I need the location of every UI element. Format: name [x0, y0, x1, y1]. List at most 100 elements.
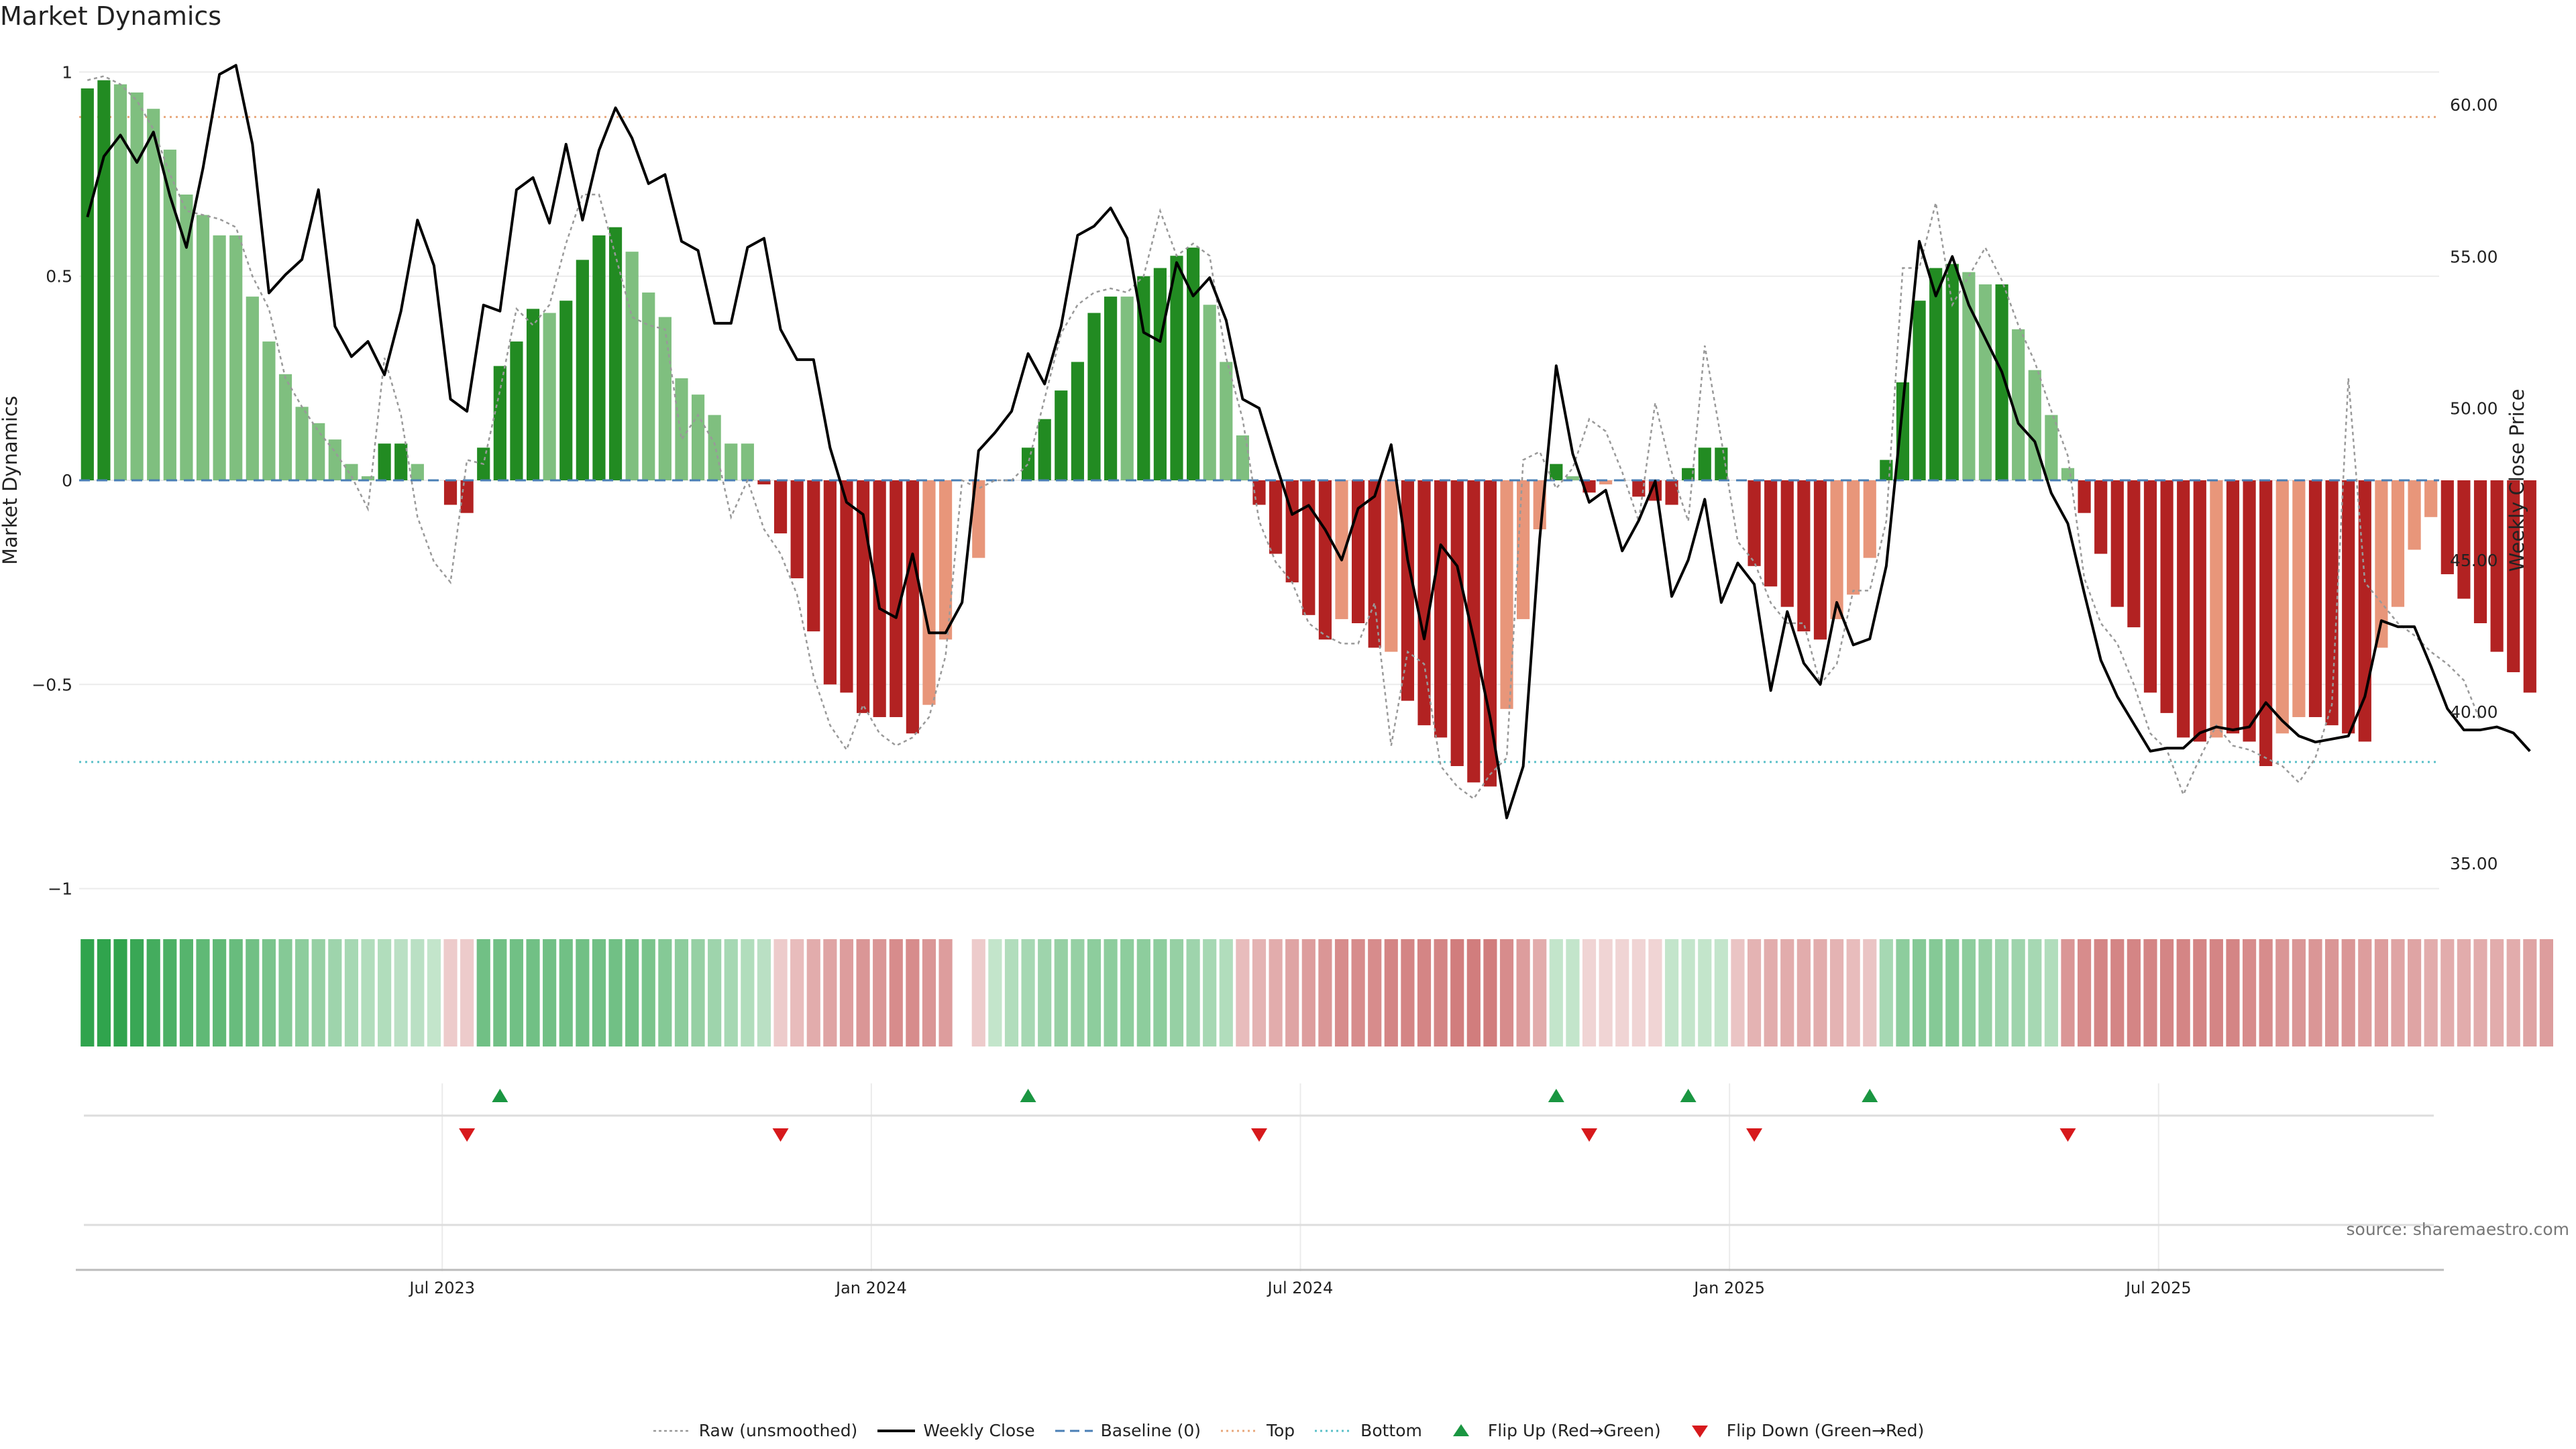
dynamics-bar [592, 235, 606, 480]
legend-label: Weekly Close [923, 1421, 1035, 1440]
dynamics-bar [922, 480, 936, 705]
dynamics-bar [2177, 480, 2190, 738]
dynamics-bar [510, 341, 523, 480]
dynamics-bar [1087, 313, 1101, 480]
regime-strip [80, 939, 2553, 1046]
regime-cell [1136, 939, 1150, 1046]
regime-cell [526, 939, 540, 1046]
dynamics-bar [708, 415, 721, 480]
dynamics-bar [1203, 305, 1216, 480]
y2-axis-title: Weekly Close Price [2506, 389, 2528, 572]
dynamics-bar [147, 109, 160, 480]
reference-lines [79, 115, 2439, 763]
regime-cell [378, 939, 392, 1046]
dynamics-bar [658, 317, 672, 480]
dynamics-bar [972, 480, 985, 558]
dynamics-bar [1550, 464, 1563, 480]
dynamics-bar [2226, 480, 2240, 734]
regime-cell [2440, 939, 2455, 1046]
dynamics-bar [1962, 272, 1976, 480]
regime-cell [1285, 939, 1299, 1046]
regime-cell [1648, 939, 1662, 1046]
dynamics-bar [1269, 480, 1283, 554]
regime-cell [2490, 939, 2504, 1046]
dynamics-bar [1285, 480, 1299, 583]
dynamics-bar [2440, 480, 2454, 574]
regime-cell [625, 939, 639, 1046]
regime-cell [1714, 939, 1728, 1046]
legend-label: Flip Down (Green→Red) [1726, 1421, 1925, 1440]
dynamics-bar [1780, 480, 1794, 607]
regime-cell [1368, 939, 1382, 1046]
legend: Raw (unsmoothed) Weekly Close Baseline (0)… [0, 1421, 2576, 1443]
flip-markers [84, 1083, 2434, 1271]
dynamics-bar [1368, 480, 1381, 648]
regime-cell [2424, 939, 2438, 1046]
regime-cell [113, 939, 127, 1046]
regime-cell [576, 939, 590, 1046]
regime-cell [460, 939, 474, 1046]
regime-cell [2292, 939, 2306, 1046]
regime-cell [2209, 939, 2223, 1046]
regime-cell [179, 939, 193, 1046]
regime-cell [922, 939, 936, 1046]
regime-cell [2506, 939, 2520, 1046]
raw-series-line [87, 75, 2481, 800]
regime-cell [1466, 939, 1481, 1046]
regime-cell [1664, 939, 1679, 1046]
dynamics-bar [1434, 480, 1448, 738]
y2-tick-label: 50.00 [2450, 399, 2498, 419]
dynamics-bar [411, 464, 424, 480]
y2-tick-label: 55.00 [2450, 247, 2498, 266]
dynamics-bar [378, 443, 391, 480]
regime-cell [163, 939, 177, 1046]
regime-cell [2226, 939, 2240, 1046]
regime-cell [839, 939, 854, 1046]
regime-cell [1334, 939, 1349, 1046]
series-lines [79, 64, 2531, 820]
regime-cell [130, 939, 144, 1046]
legend-label: Baseline (0) [1100, 1421, 1201, 1440]
regime-cell [1829, 939, 1844, 1046]
regime-cell [1104, 939, 1118, 1046]
dynamics-bar [1945, 264, 1959, 480]
dynamics-bar [493, 366, 506, 480]
x-tick-label: Jul 2023 [408, 1279, 475, 1297]
dynamics-bar [1467, 480, 1481, 783]
dynamics-bar [2193, 480, 2206, 742]
regime-cell [1004, 939, 1019, 1046]
dynamics-bar [2259, 480, 2273, 766]
regime-cell [641, 939, 655, 1046]
dynamics-bar [1566, 476, 1580, 480]
dynamics-bar [2424, 480, 2438, 517]
regime-cell [1186, 939, 1200, 1046]
dynamics-bar [938, 480, 953, 640]
dynamics-bar [328, 439, 341, 480]
dynamics-bar [823, 480, 837, 685]
dynamics-bar [1748, 480, 1761, 566]
dynamics-bar [246, 297, 259, 480]
regime-cell [608, 939, 623, 1046]
legend-item-top: Top [1220, 1421, 1295, 1440]
regime-cell [1796, 939, 1811, 1046]
regime-cell [1087, 939, 1102, 1046]
regime-cell [823, 939, 837, 1046]
x-tick-label: Jan 2024 [835, 1279, 907, 1297]
regime-cell [1252, 939, 1267, 1046]
dynamics-bar [1913, 301, 1926, 480]
dynamics-bar [1500, 480, 1513, 709]
regime-cell [1054, 939, 1068, 1046]
dynamics-bar [180, 195, 193, 480]
dynamics-bar [97, 80, 111, 481]
dynamics-bar [2342, 480, 2355, 734]
regime-cell [1994, 939, 2009, 1046]
dynamics-bar [1764, 480, 1778, 587]
axes: 1 0.5 0 −0.5 −1 60.00 55.00 50.00 45.00 40.00 35.0… [0, 62, 2528, 898]
legend-item-bottom: Bottom [1313, 1421, 1422, 1440]
dynamics-bar [724, 443, 738, 480]
regime-cell [2408, 939, 2422, 1046]
regime-cell [311, 939, 325, 1046]
dynamics-bar [2110, 480, 2124, 607]
dynamics-bar [2473, 480, 2487, 623]
regime-cell [146, 939, 160, 1046]
